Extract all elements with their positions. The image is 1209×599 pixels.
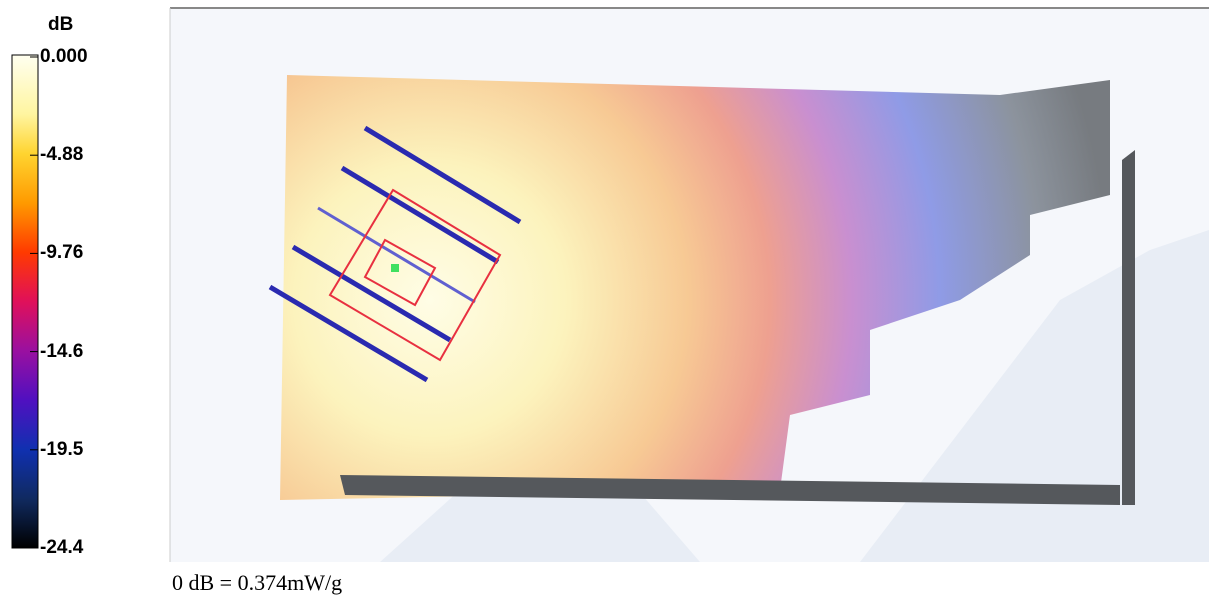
- colorbar-label: -9.76: [40, 242, 84, 264]
- colorbar-ticks: [30, 56, 38, 549]
- colorbar-label: 0.000: [40, 46, 88, 67]
- colorbar-label: -14.6: [40, 340, 84, 362]
- colorbar-unit: dB: [48, 14, 74, 35]
- peak-marker: [391, 264, 399, 272]
- device-outline: [268, 125, 522, 383]
- device-frame: [328, 188, 502, 362]
- colorbar-label: -19.5: [40, 438, 84, 460]
- sar-map: [280, 75, 1110, 500]
- colorbar: [11, 54, 39, 549]
- shelf: [340, 475, 1120, 505]
- colorbar-label: -24.4: [40, 537, 84, 558]
- post: [1122, 150, 1135, 505]
- footnote: 0 dB = 0.374mW/g: [172, 570, 343, 595]
- colorbar-label: -4.88: [40, 144, 84, 166]
